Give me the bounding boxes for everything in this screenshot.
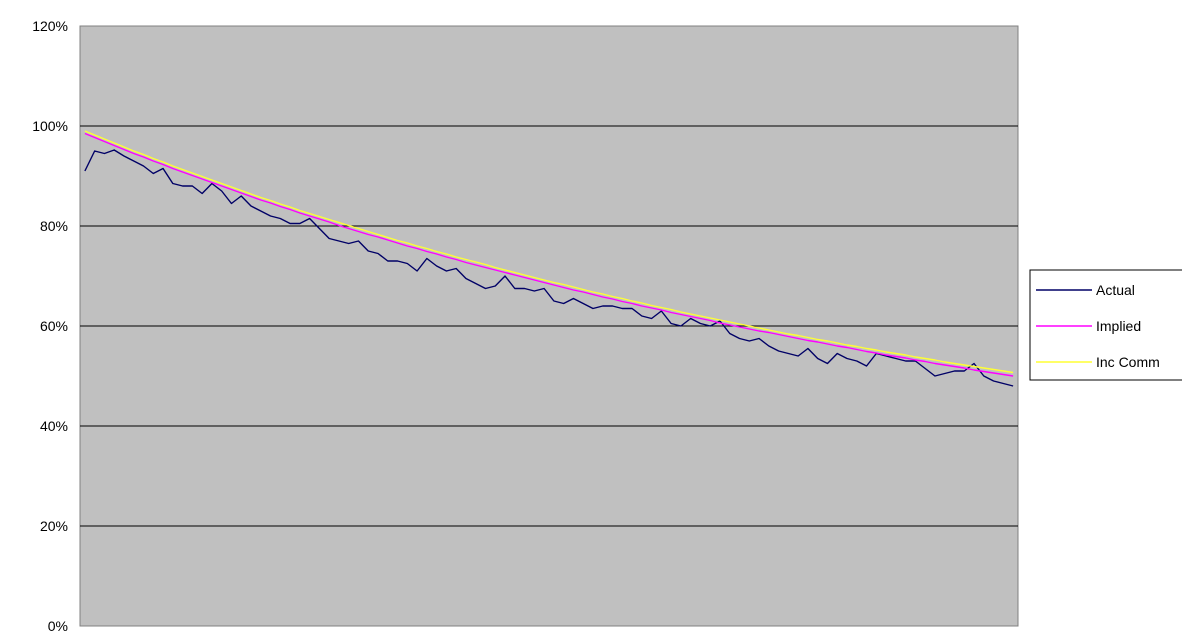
series-line-actual bbox=[84, 149, 1014, 387]
legend-label-implied: Implied bbox=[1096, 318, 1141, 334]
series-line-inc-comm bbox=[84, 130, 1014, 374]
y-tick-label: 40% bbox=[40, 418, 68, 434]
series-lines bbox=[84, 130, 1014, 387]
legend-label-actual: Actual bbox=[1096, 282, 1135, 298]
series-line-implied bbox=[84, 132, 1014, 377]
y-tick-label: 120% bbox=[32, 18, 68, 34]
y-tick-label: 80% bbox=[40, 218, 68, 234]
legend-label-inc-comm: Inc Comm bbox=[1096, 354, 1160, 370]
y-tick-label: 20% bbox=[40, 518, 68, 534]
legend: Actual Implied Inc Comm bbox=[1029, 269, 1182, 381]
y-tick-label: 60% bbox=[40, 318, 68, 334]
y-axis-tick-labels: 0% 20% 40% 60% 80% 100% 120% bbox=[32, 18, 68, 632]
y-tick-label: 100% bbox=[32, 118, 68, 134]
gridlines bbox=[80, 125, 1018, 527]
y-tick-label: 0% bbox=[48, 618, 68, 632]
